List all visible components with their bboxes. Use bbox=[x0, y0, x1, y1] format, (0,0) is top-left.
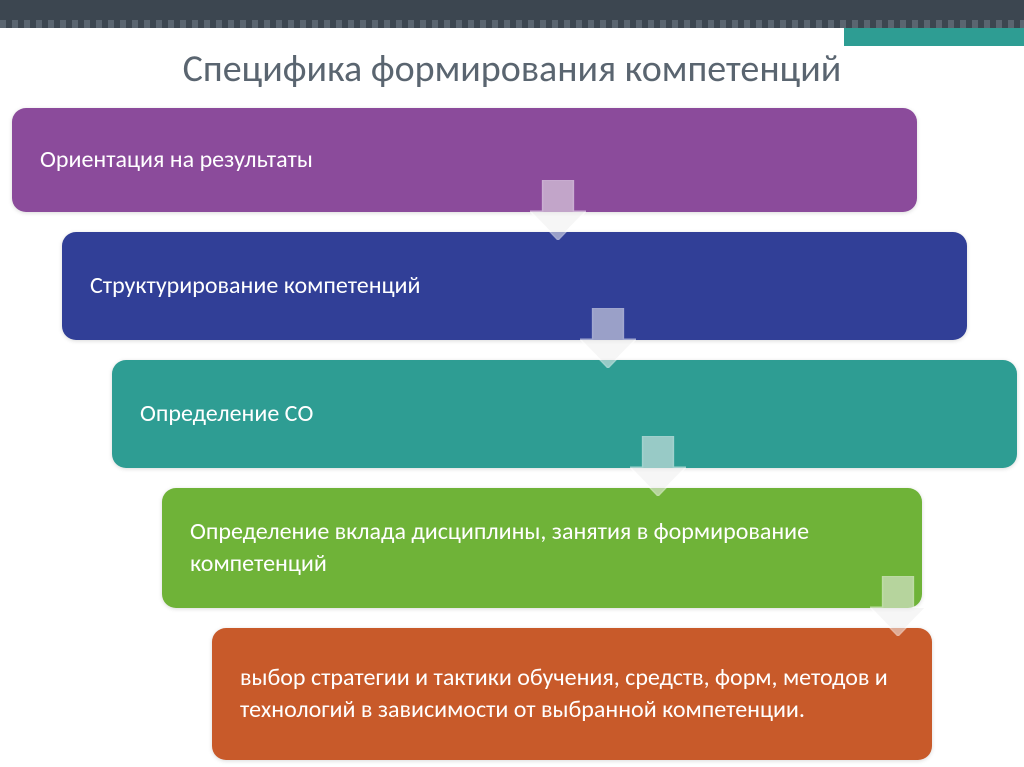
step-label-5: выбор стратегии и тактики обучения, сред… bbox=[240, 662, 904, 727]
page-title: Специфика формирования компетенций bbox=[0, 46, 1024, 92]
step-box-4: Определение вклада дисциплины, занятия в… bbox=[162, 488, 922, 608]
arrow-down-icon bbox=[630, 436, 686, 501]
step-label-4: Определение вклада дисциплины, занятия в… bbox=[190, 516, 894, 581]
step-label-3: Определение СО bbox=[140, 398, 313, 430]
bar-dark bbox=[0, 0, 1024, 20]
step-box-2: Структурирование компетенций bbox=[62, 232, 967, 340]
step-box-3: Определение СО bbox=[112, 360, 1017, 468]
arrow-down-icon bbox=[870, 576, 926, 641]
bar-pattern bbox=[0, 20, 1024, 28]
steps-diagram: Ориентация на результаты Структурирование… bbox=[0, 108, 1024, 767]
step-box-5: выбор стратегии и тактики обучения, сред… bbox=[212, 628, 932, 760]
step-label-2: Структурирование компетенций bbox=[90, 270, 421, 302]
arrow-down-icon bbox=[530, 180, 586, 245]
step-box-1: Ориентация на результаты bbox=[12, 108, 917, 212]
bar-teal bbox=[844, 28, 1024, 46]
header-decoration bbox=[0, 0, 1024, 28]
step-label-1: Ориентация на результаты bbox=[40, 144, 313, 176]
arrow-down-icon bbox=[580, 308, 636, 373]
